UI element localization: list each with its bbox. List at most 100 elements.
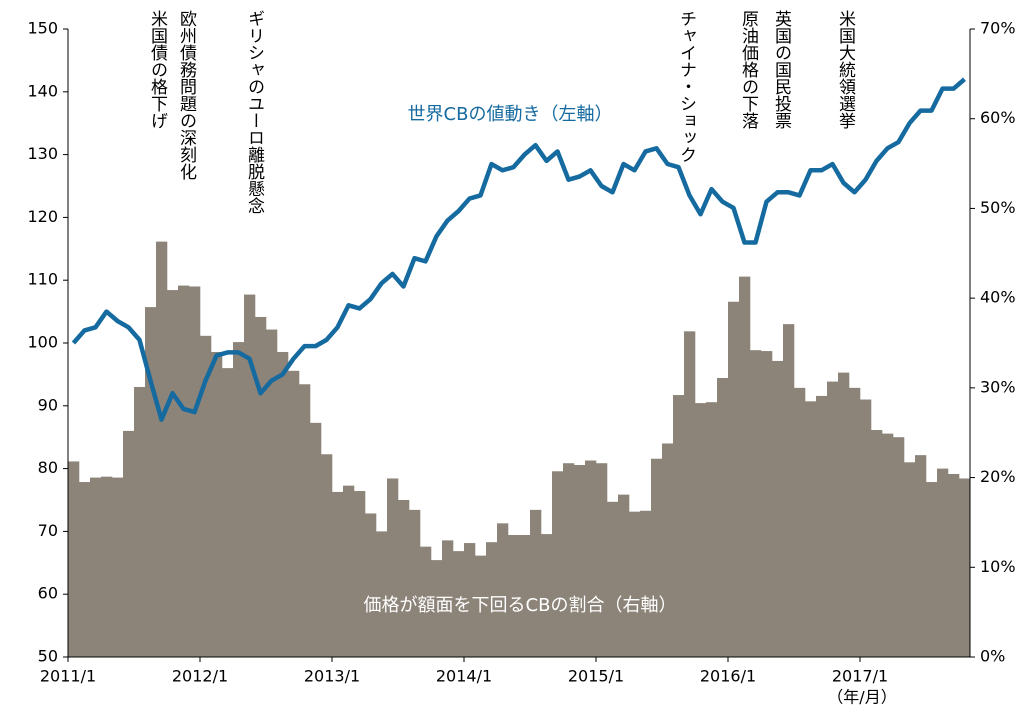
bar [739,276,751,657]
bar [233,342,245,657]
bar [695,403,707,657]
x-tick-label: 2011/1 [40,667,96,686]
series-label: 世界CBの値動き（左軸） [408,104,613,125]
x-axis-label: （年/月） [827,688,896,707]
bar [948,473,960,657]
bar [365,513,377,657]
x-tick-label: 2014/1 [436,667,492,686]
bar [816,395,828,657]
x-tick-label: 2016/1 [700,667,756,686]
bar [211,351,223,657]
bar [585,460,597,657]
bar [123,430,135,657]
x-tick-label: 2015/1 [568,667,624,686]
y-tick-label: 50 [38,647,58,666]
x-tick-label: 2013/1 [304,667,360,686]
series-label: 価格が額面を下回るCBの割合（右軸） [364,595,677,616]
bar [508,534,520,657]
bar [178,285,190,657]
y2-tick-label: 20% [980,467,1016,486]
bar [167,290,179,657]
bar [475,555,487,657]
bar [90,477,102,657]
bar [255,316,267,657]
x-tick-label: 2012/1 [172,667,228,686]
bar [761,351,773,657]
y2-tick-label: 30% [980,377,1016,396]
y-tick-label: 120 [27,207,58,226]
annotation: 欧州債務問題の深刻化 [176,10,197,180]
y-tick-label: 70 [38,521,58,540]
annotation: 英国の国民投票 [771,10,792,129]
bar [728,301,740,657]
bar [596,463,608,657]
bar [915,455,927,657]
y2-tick-label: 50% [980,198,1016,217]
y-tick-label: 100 [27,333,58,352]
y-tick-label: 110 [27,270,58,289]
bar [376,531,388,657]
bar [387,478,399,657]
bar [860,399,872,657]
bar [937,468,949,657]
bar [530,509,542,657]
bar [431,560,443,657]
bar [464,543,476,657]
bar [266,329,278,657]
bar [134,386,146,657]
bar [662,443,674,657]
y-tick-label: 80 [38,458,58,477]
bar [750,350,762,657]
y-tick-label: 130 [27,144,58,163]
bar [68,461,80,657]
y2-tick-label: 10% [980,557,1016,576]
y-tick-label: 140 [27,81,58,100]
annotation: チャイナ・ショック [676,10,696,163]
bar [409,509,421,657]
bar [310,422,322,657]
bar [772,360,784,657]
annotation: ギリシャのユーロ離脱懸念 [244,10,265,214]
bar [794,387,806,657]
bar [354,491,366,657]
bar [145,307,157,657]
bar [706,402,718,657]
bar [574,465,586,657]
bar [321,454,333,657]
bar [442,540,454,657]
bar [299,384,311,657]
bar [959,478,971,657]
bar [783,324,795,657]
bar [882,433,894,657]
bar [618,494,630,657]
bar [673,395,685,657]
y-tick-label: 60 [38,584,58,603]
bar [79,482,91,657]
bar [849,387,861,657]
x-tick-label: 2017/1 [832,667,888,686]
bar [640,510,652,657]
bar [651,458,663,657]
bar [684,331,696,657]
bar [222,368,234,657]
bar [189,286,201,657]
line [71,77,966,422]
y2-tick-label: 40% [980,288,1016,307]
bar [288,370,300,657]
bar [343,485,355,657]
bar [486,542,498,657]
bar [871,430,883,657]
bar [827,381,839,657]
bar [200,335,212,657]
y-tick-label: 90 [38,395,58,414]
bar [541,534,553,657]
bar [893,437,905,657]
bar [453,551,465,657]
bar [607,501,619,657]
bar [277,351,289,657]
y2-tick-label: 70% [980,19,1016,38]
bar [244,294,256,657]
bar [101,476,113,657]
bar [838,372,850,657]
